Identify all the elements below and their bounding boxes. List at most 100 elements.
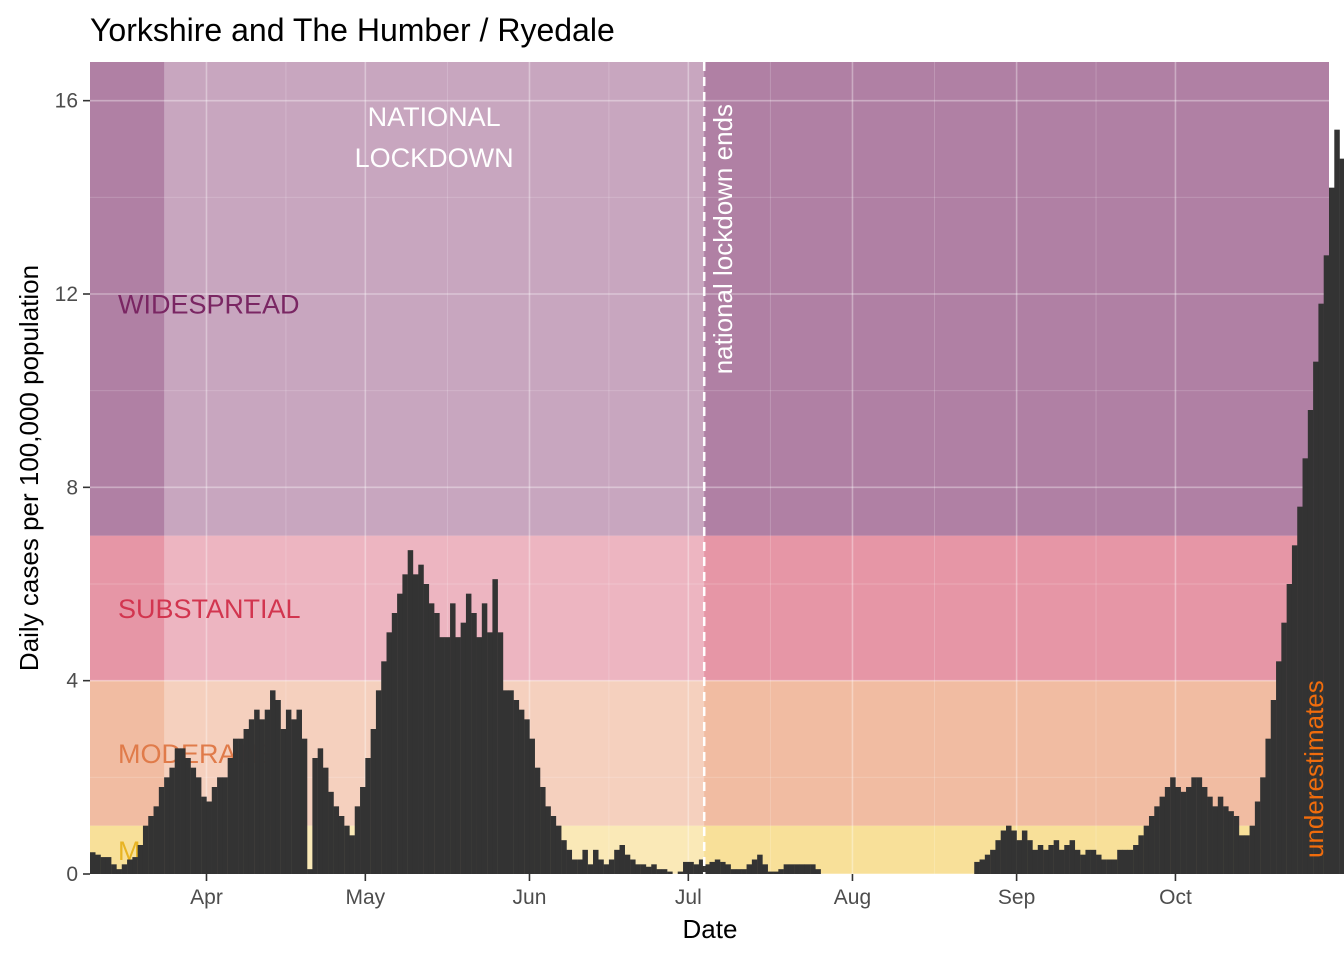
bar xyxy=(476,637,483,874)
bar xyxy=(524,719,530,874)
band-label-substantial: SUBSTANTIAL xyxy=(118,594,301,624)
bar xyxy=(762,864,768,874)
bar xyxy=(1302,458,1309,874)
bar xyxy=(270,690,276,874)
y-tick-label: 4 xyxy=(66,670,78,693)
bar xyxy=(757,854,763,874)
bar xyxy=(1170,777,1176,874)
bar xyxy=(227,758,234,874)
bar xyxy=(1016,840,1023,874)
bar xyxy=(598,859,604,874)
bar xyxy=(1058,849,1065,874)
bar xyxy=(550,816,557,874)
bar xyxy=(513,700,520,874)
bar xyxy=(508,690,514,874)
bar xyxy=(534,767,541,874)
bar xyxy=(545,806,551,874)
x-tick-label: Jun xyxy=(513,886,547,909)
bar xyxy=(317,748,324,874)
bar xyxy=(418,564,424,874)
bar xyxy=(423,584,430,874)
x-tick-label: Aug xyxy=(834,886,871,909)
bar xyxy=(704,864,710,874)
bar xyxy=(1329,187,1335,874)
lockdown-end-label: national lockdown ends xyxy=(708,104,738,374)
bar xyxy=(709,861,715,874)
bar xyxy=(688,861,694,874)
bar xyxy=(555,825,562,874)
bar xyxy=(259,719,265,874)
bar xyxy=(217,777,223,874)
bar xyxy=(185,758,191,874)
bar xyxy=(566,849,573,874)
bar xyxy=(635,864,641,874)
bar xyxy=(1138,835,1144,874)
bar xyxy=(211,787,218,874)
bar xyxy=(1196,777,1203,874)
bar xyxy=(714,859,721,874)
bar xyxy=(651,864,657,874)
bar xyxy=(783,864,790,874)
bar xyxy=(640,864,647,874)
lockdown-label-line1: NATIONAL xyxy=(368,102,501,132)
bar xyxy=(153,806,160,874)
bar xyxy=(1037,845,1044,874)
bar xyxy=(1000,830,1007,874)
bar xyxy=(481,603,488,874)
bar xyxy=(450,603,456,874)
bar xyxy=(201,796,207,874)
bar xyxy=(1212,806,1219,874)
bar xyxy=(397,593,403,874)
bar xyxy=(370,729,377,874)
bar xyxy=(365,758,371,874)
bar xyxy=(720,861,726,874)
bar xyxy=(254,709,260,874)
bar xyxy=(164,777,170,874)
bar xyxy=(693,864,700,874)
bar xyxy=(1111,859,1118,874)
bar xyxy=(746,864,753,874)
bar xyxy=(1244,835,1250,874)
bar xyxy=(1270,700,1277,874)
bar xyxy=(529,738,535,874)
bar xyxy=(1064,845,1070,874)
bar xyxy=(1281,622,1287,874)
bar xyxy=(1122,849,1128,874)
bar xyxy=(338,816,345,874)
bar xyxy=(810,864,816,874)
bar xyxy=(492,579,498,874)
bar xyxy=(540,787,546,874)
bar xyxy=(360,787,366,874)
bar xyxy=(773,871,779,874)
bar xyxy=(487,632,493,874)
bar xyxy=(444,637,451,874)
bar xyxy=(1043,849,1049,874)
bar xyxy=(794,864,800,874)
bar xyxy=(1127,849,1134,874)
bar xyxy=(285,709,292,874)
bar xyxy=(1334,129,1340,874)
bar xyxy=(158,787,165,874)
bar xyxy=(656,869,663,874)
bar xyxy=(645,866,652,874)
bar xyxy=(1143,825,1150,874)
bar xyxy=(577,859,583,874)
bar xyxy=(137,845,144,874)
bar xyxy=(248,719,255,874)
bar xyxy=(698,859,705,874)
bar xyxy=(296,709,302,874)
x-tick-label: Oct xyxy=(1159,886,1192,909)
bar xyxy=(661,869,668,874)
y-axis-title: Daily cases per 100,000 population xyxy=(14,265,44,671)
bar xyxy=(1307,410,1314,874)
axes: 0 4 8 12 16 Apr May Jun Jul Aug Sep Oct xyxy=(55,90,1192,909)
bar xyxy=(434,613,440,874)
bar xyxy=(1186,787,1192,874)
bar xyxy=(1032,849,1038,874)
bar xyxy=(1101,859,1107,874)
bar xyxy=(1254,801,1261,874)
bar xyxy=(587,864,594,874)
bar xyxy=(1191,777,1197,874)
bar xyxy=(667,871,673,874)
